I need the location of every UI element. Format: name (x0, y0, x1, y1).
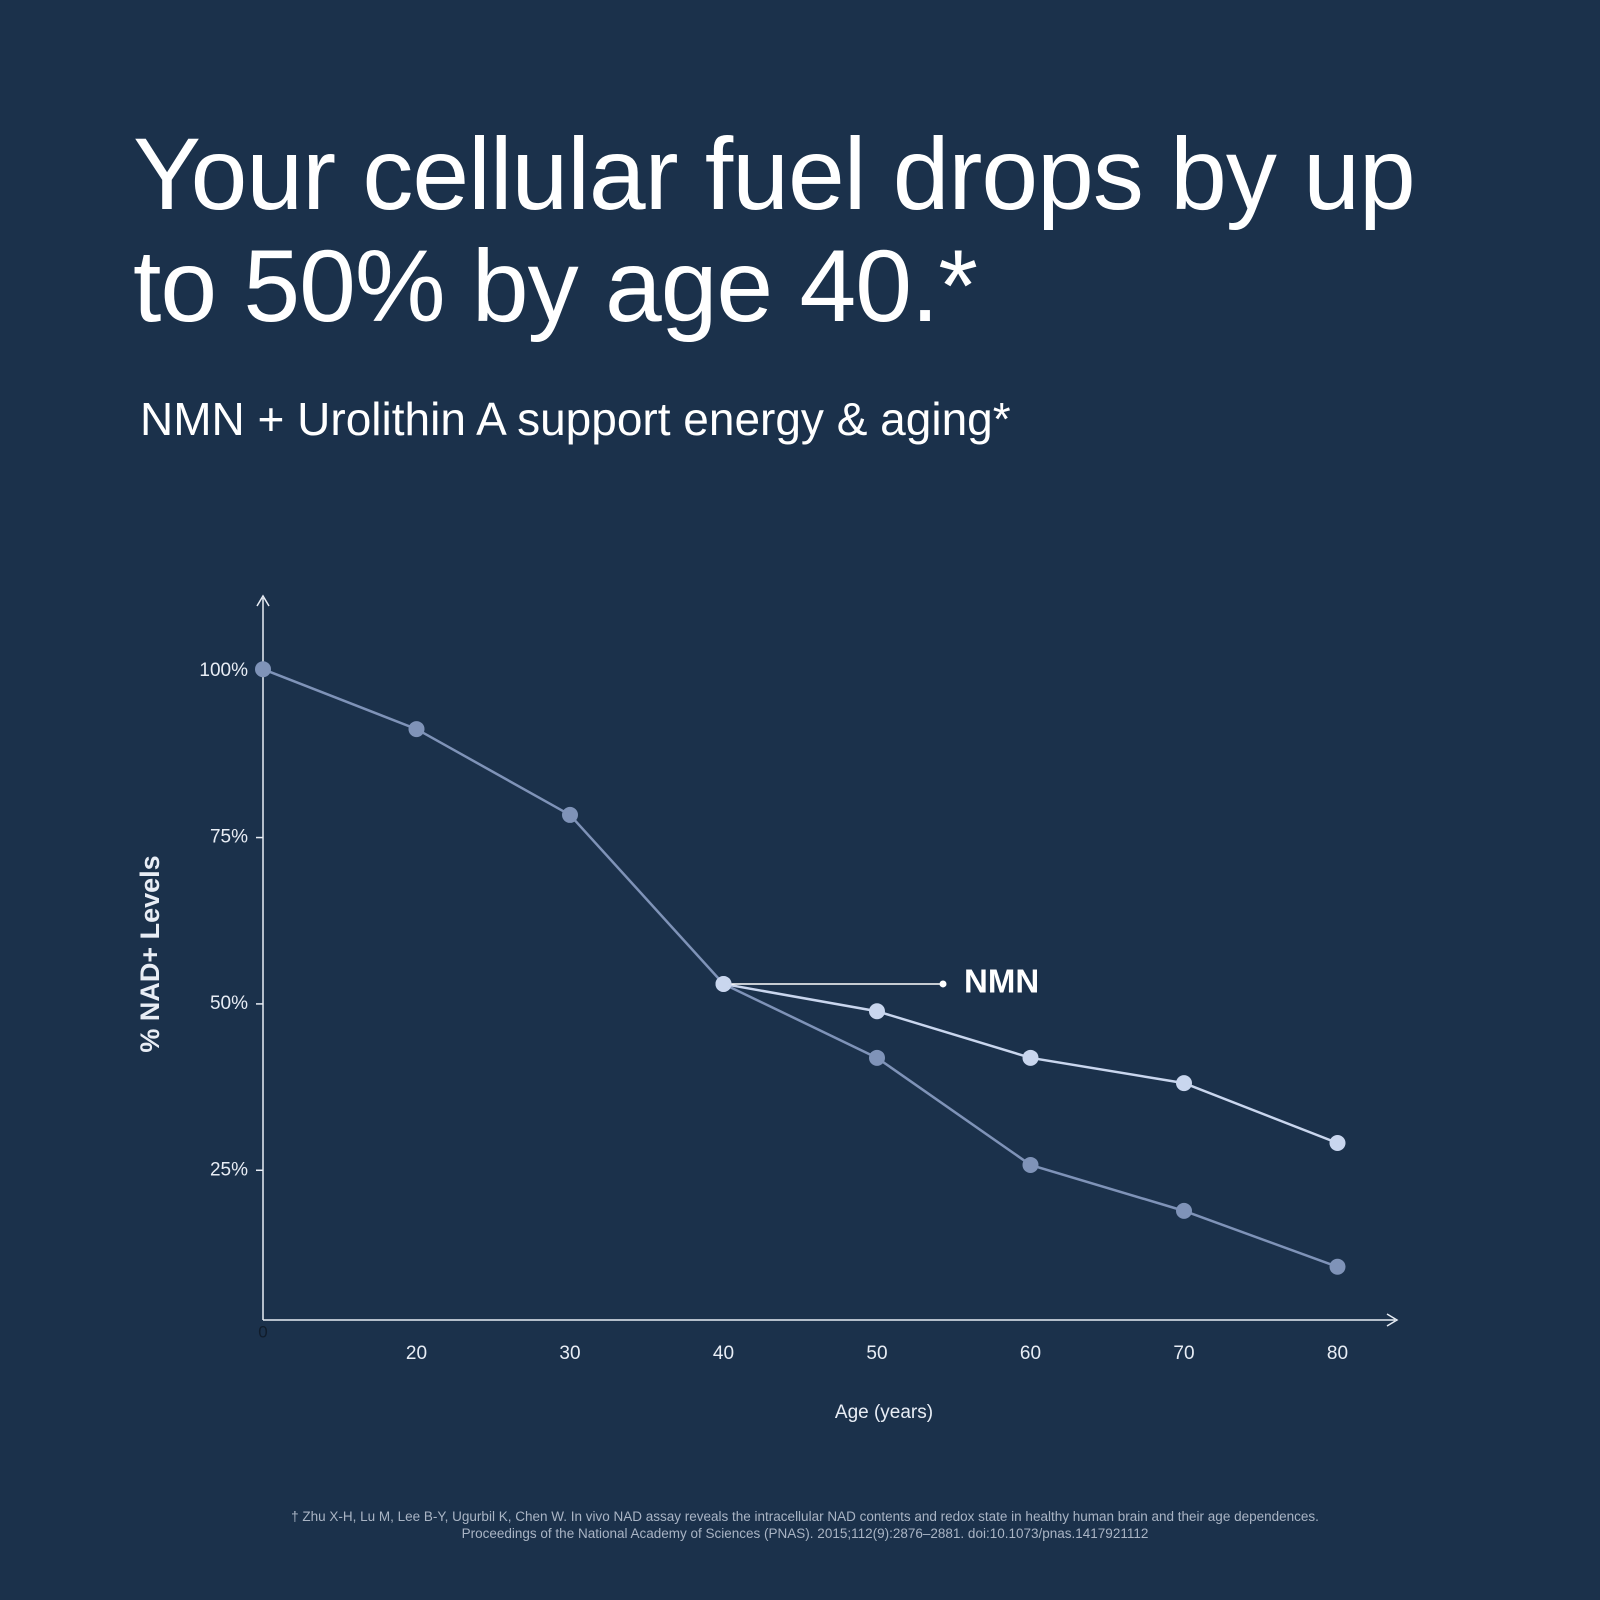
data-point (715, 975, 732, 992)
data-point (1176, 1075, 1192, 1092)
data-point (1022, 1049, 1039, 1066)
data-point (869, 1049, 885, 1066)
y-tick-label: 50% (210, 993, 248, 1014)
x-axis-label: Age (years) (835, 1402, 933, 1423)
x-tick-label: 60 (1020, 1343, 1041, 1364)
y-tick-label: 25% (210, 1159, 248, 1180)
x-tick-label: 20 (406, 1343, 427, 1364)
data-point (255, 661, 271, 678)
x-tick-label: 30 (559, 1343, 580, 1364)
y-tick-label: 75% (210, 827, 248, 848)
data-point (408, 721, 425, 738)
x-tick-label: 0 (258, 1322, 267, 1341)
y-axis-label: % NAD+ Levels (135, 855, 165, 1052)
headline: Your cellular fuel drops by up to 50% by… (133, 117, 1416, 343)
y-axis-arrow (256, 594, 270, 607)
data-point (1176, 1202, 1192, 1219)
subheadline: NMN + Urolithin A support energy & aging… (140, 393, 1011, 445)
x-tick-label: 40 (713, 1343, 734, 1364)
data-point (1022, 1156, 1039, 1173)
series-label: NMN (964, 963, 1039, 1000)
data-point (1329, 1134, 1346, 1151)
y-tick-label: 100% (199, 660, 248, 681)
data-line (262, 668, 1338, 1268)
x-tick-label: 80 (1327, 1343, 1348, 1364)
data-point (1329, 1258, 1346, 1275)
x-axis-arrow (1386, 1313, 1399, 1327)
footnote: † Zhu X-H, Lu M, Lee B-Y, Ugurbil K, Che… (291, 1509, 1319, 1541)
data-point (869, 1003, 885, 1020)
data-point (562, 806, 578, 823)
callout-dot (939, 980, 947, 988)
x-tick-label: 50 (866, 1343, 887, 1364)
x-tick-label: 70 (1173, 1343, 1194, 1364)
